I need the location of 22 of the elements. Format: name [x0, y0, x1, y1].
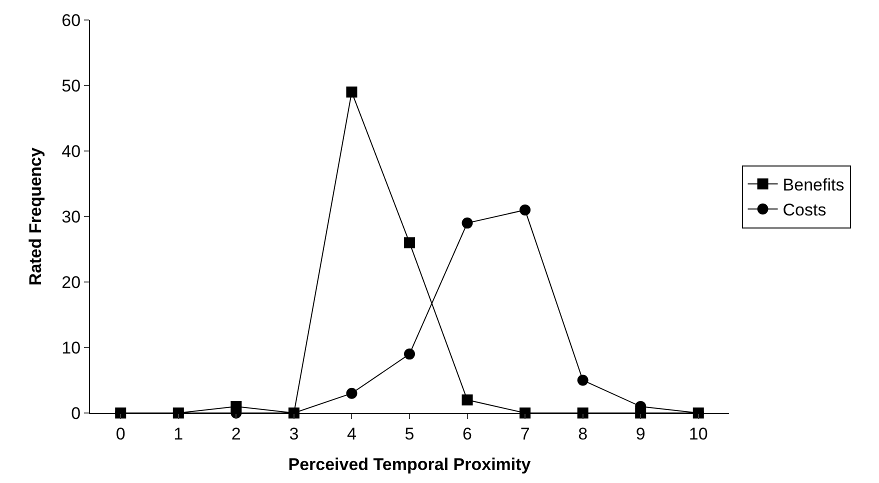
x-tick-label: 9 [636, 424, 646, 444]
x-tick-label: 3 [289, 424, 299, 444]
x-tick-label: 0 [116, 424, 126, 444]
y-tick-label: 60 [62, 10, 81, 30]
x-tick-label: 2 [231, 424, 241, 444]
x-tick-label: 10 [688, 424, 708, 444]
y-tick-label: 20 [62, 272, 81, 292]
x-tick-label: 8 [578, 424, 588, 444]
y-tick-label: 40 [62, 142, 81, 161]
x-tick-label: 6 [462, 424, 472, 444]
x-tick-label: 1 [174, 424, 184, 444]
x-axis-title: Perceived Temporal Proximity [288, 454, 532, 474]
y-tick-label: 30 [62, 207, 81, 226]
legend-label: Benefits [782, 176, 844, 195]
y-tick-label: 50 [62, 76, 81, 96]
y-axis-title: Rated Frequency [26, 147, 46, 286]
x-tick-label: 4 [346, 424, 356, 444]
x-tick-label: 7 [520, 424, 530, 444]
y-tick-label: 10 [62, 338, 81, 358]
y-tick-label: 0 [71, 404, 81, 423]
x-tick-label: 5 [404, 424, 414, 444]
legend-label: Costs [782, 200, 826, 220]
